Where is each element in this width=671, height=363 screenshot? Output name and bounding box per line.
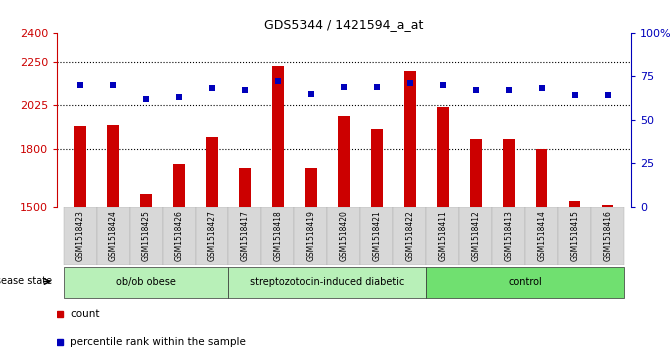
Bar	[459, 207, 493, 265]
Bar	[437, 107, 449, 207]
Bar	[470, 139, 482, 207]
Bar	[404, 72, 415, 207]
Text: GSM1518427: GSM1518427	[207, 210, 217, 261]
Text: disease state: disease state	[0, 276, 52, 286]
Bar	[305, 168, 317, 207]
Text: percentile rank within the sample: percentile rank within the sample	[70, 337, 246, 347]
Bar	[295, 207, 327, 265]
Text: GSM1518419: GSM1518419	[307, 210, 315, 261]
Text: GSM1518420: GSM1518420	[340, 210, 348, 261]
Text: GSM1518425: GSM1518425	[142, 210, 150, 261]
Bar	[525, 207, 558, 265]
Bar	[64, 267, 229, 298]
Text: GSM1518415: GSM1518415	[570, 210, 579, 261]
Bar	[229, 207, 262, 265]
Bar	[74, 126, 86, 207]
Text: GSM1518418: GSM1518418	[274, 210, 282, 261]
Bar	[503, 139, 515, 207]
Bar	[239, 168, 251, 207]
Bar	[591, 207, 624, 265]
Bar	[360, 207, 393, 265]
Title: GDS5344 / 1421594_a_at: GDS5344 / 1421594_a_at	[264, 19, 423, 32]
Text: GSM1518414: GSM1518414	[537, 210, 546, 261]
Bar	[327, 207, 360, 265]
Bar	[262, 207, 295, 265]
Bar	[195, 207, 229, 265]
Bar	[97, 207, 130, 265]
Bar	[426, 267, 624, 298]
Bar	[393, 207, 426, 265]
Bar	[426, 207, 459, 265]
Text: GSM1518416: GSM1518416	[603, 210, 612, 261]
Text: GSM1518426: GSM1518426	[174, 210, 184, 261]
Bar	[173, 164, 185, 207]
Bar	[602, 205, 613, 207]
Bar	[130, 207, 162, 265]
Bar	[206, 137, 218, 207]
Bar	[536, 149, 548, 207]
Bar	[338, 116, 350, 207]
Text: GSM1518417: GSM1518417	[240, 210, 250, 261]
Text: GSM1518412: GSM1518412	[471, 210, 480, 261]
Text: GSM1518413: GSM1518413	[504, 210, 513, 261]
Bar	[371, 130, 382, 207]
Bar	[272, 66, 284, 207]
Bar	[64, 207, 97, 265]
Text: count: count	[70, 309, 100, 319]
Text: control: control	[509, 277, 542, 286]
Bar	[569, 201, 580, 207]
Text: streptozotocin-induced diabetic: streptozotocin-induced diabetic	[250, 277, 405, 286]
Text: GSM1518423: GSM1518423	[76, 210, 85, 261]
Bar	[229, 267, 426, 298]
Bar	[107, 125, 119, 207]
Text: GSM1518421: GSM1518421	[372, 210, 381, 261]
Text: ob/ob obese: ob/ob obese	[116, 277, 176, 286]
Text: GSM1518411: GSM1518411	[438, 210, 448, 261]
Bar	[493, 207, 525, 265]
Bar	[558, 207, 591, 265]
Text: GSM1518422: GSM1518422	[405, 210, 414, 261]
Text: GSM1518424: GSM1518424	[109, 210, 117, 261]
Bar	[140, 194, 152, 207]
Bar	[162, 207, 195, 265]
